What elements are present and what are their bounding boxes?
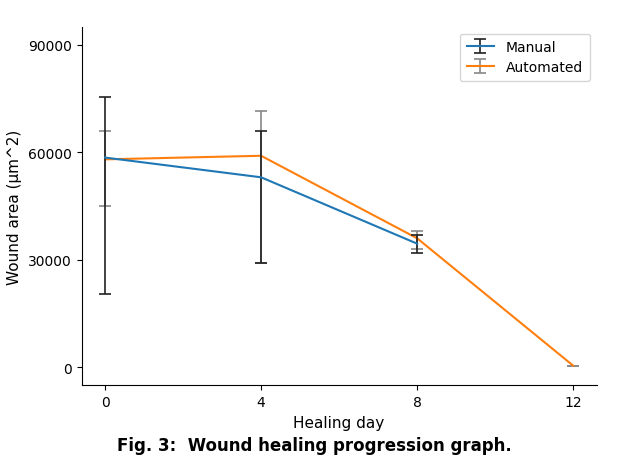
Legend: Manual, Automated: Manual, Automated	[460, 34, 590, 82]
X-axis label: Healing day: Healing day	[293, 415, 385, 430]
Text: Fig. 3:  Wound healing progression graph.: Fig. 3: Wound healing progression graph.	[117, 437, 511, 454]
Y-axis label: Wound area (μm^2): Wound area (μm^2)	[8, 129, 23, 284]
